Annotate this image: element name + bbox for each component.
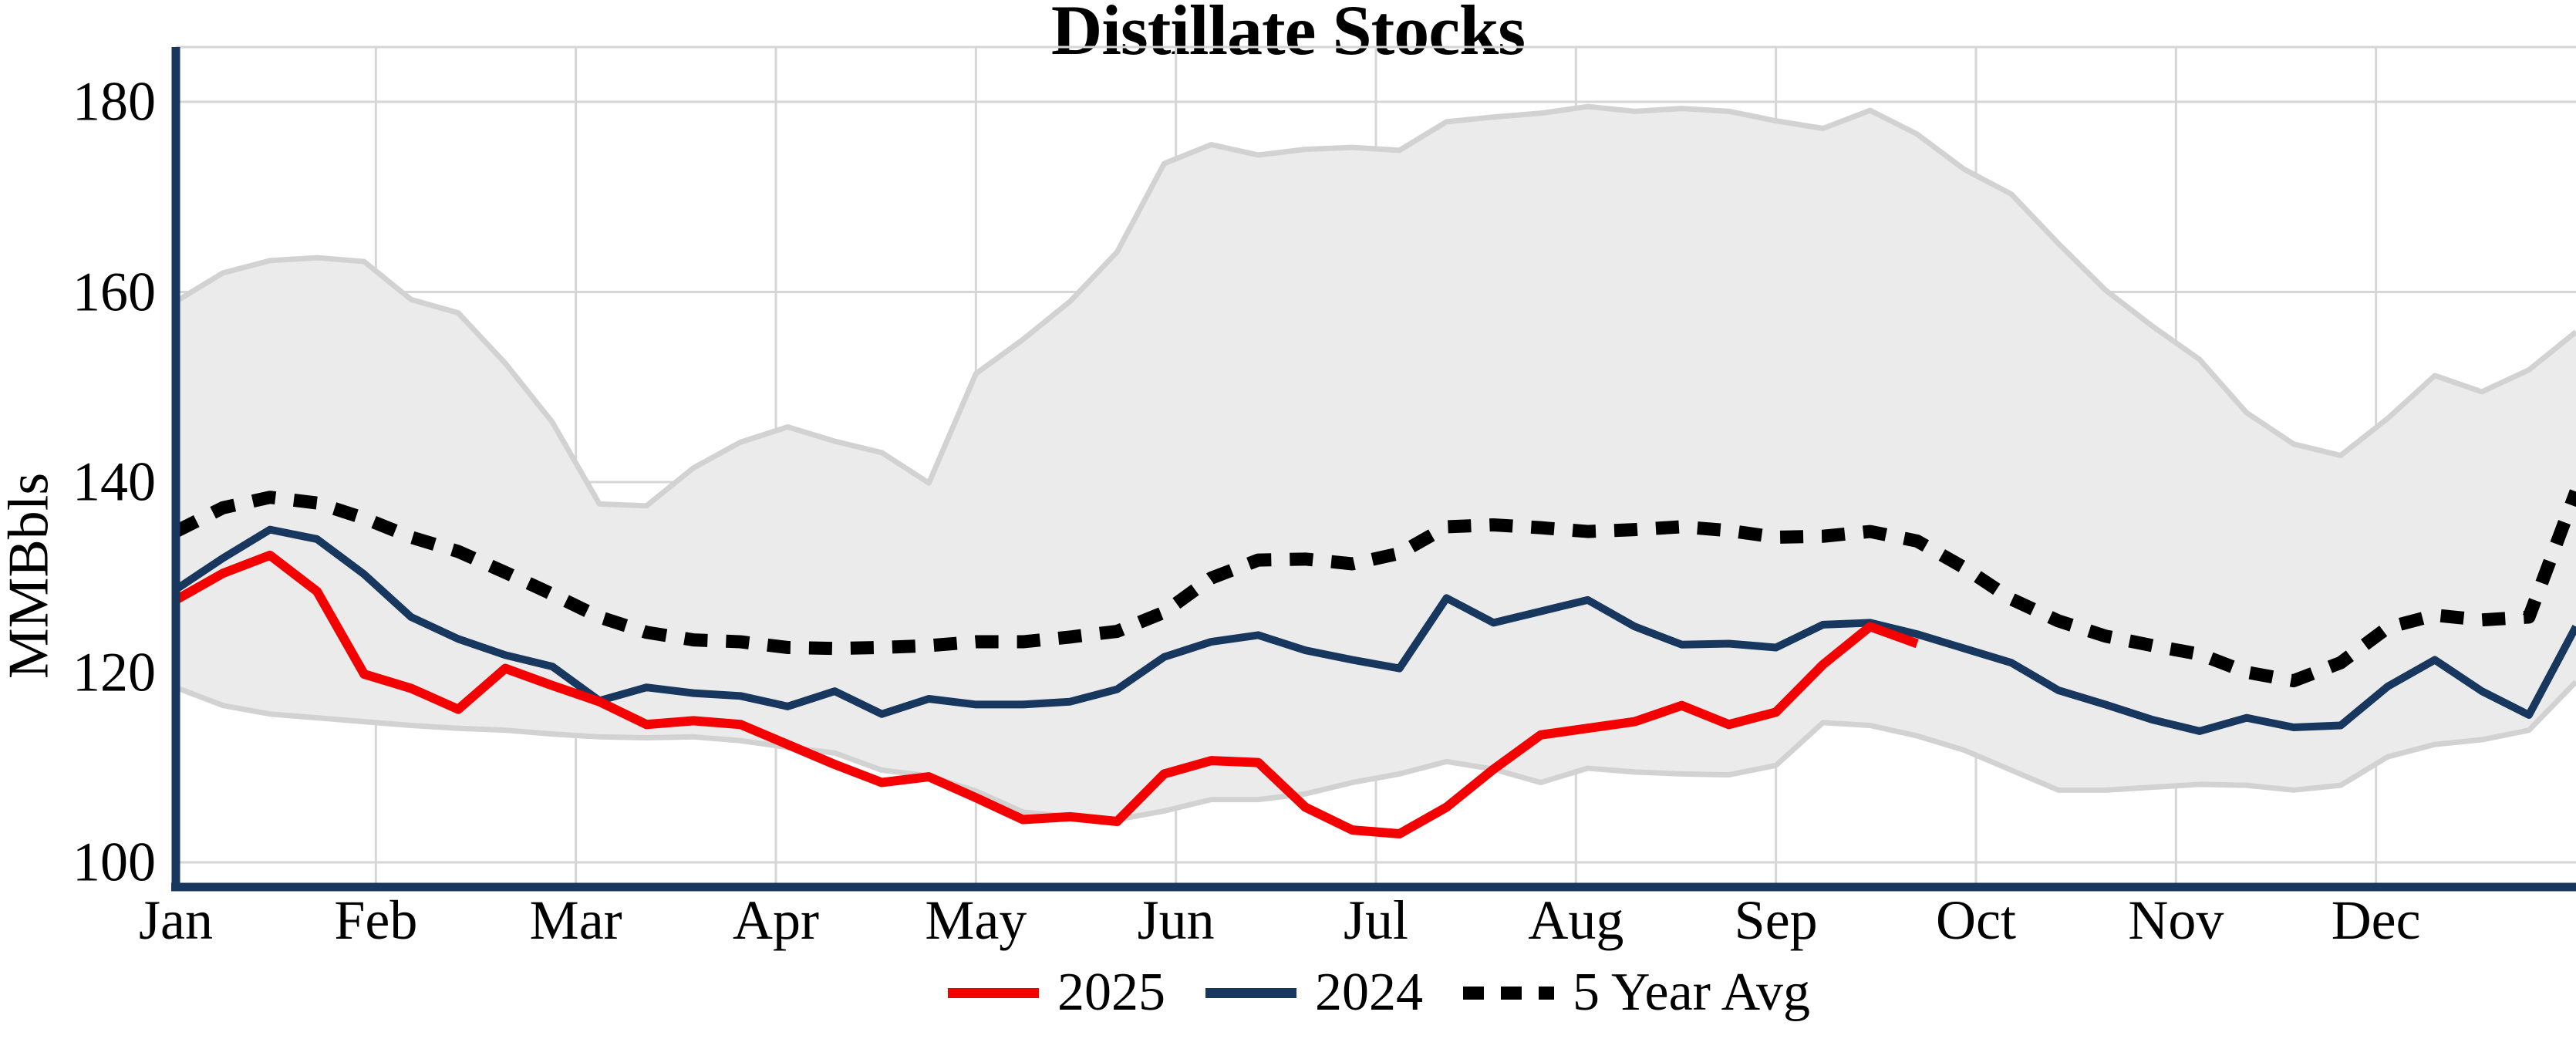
legend-item-2025: 2025 — [948, 966, 1165, 1020]
x-tick-label: Apr — [733, 889, 819, 951]
y-tick-label: 120 — [72, 641, 156, 703]
legend-label-2025: 2025 — [1057, 963, 1166, 1022]
x-tick-label: Nov — [2128, 889, 2224, 951]
x-tick-label: May — [925, 889, 1027, 951]
x-tick-label: Jun — [1137, 889, 1215, 951]
y-tick-label: 100 — [72, 831, 156, 893]
chart-title: Distillate Stocks — [1050, 0, 1526, 69]
five-year-range-band — [176, 106, 2576, 820]
series-2024-line — [174, 525, 2576, 735]
y-tick-label: 140 — [72, 450, 156, 513]
legend-swatch-2024-line-icon — [1205, 987, 1297, 998]
x-tick-label: Mar — [529, 889, 622, 951]
band-lower-edge — [174, 680, 2576, 823]
y-tick-label: 180 — [72, 70, 156, 133]
x-tick-label: Feb — [334, 889, 418, 951]
x-tick-label: Sep — [1734, 889, 1818, 951]
x-tick-label: Jul — [1343, 889, 1409, 951]
band-upper-edge — [174, 103, 2576, 509]
legend: 2025 2024 5 Year Avg — [0, 966, 2576, 1020]
legend-label-2024: 2024 — [1315, 963, 1424, 1022]
x-tick-label: Jan — [139, 889, 213, 951]
x-tick-label: Aug — [1528, 889, 1624, 951]
x-tick-label: Oct — [1936, 889, 2016, 951]
legend-item-2024: 2024 — [1205, 966, 1423, 1020]
x-tick-label: Dec — [2331, 889, 2421, 951]
legend-swatch-5yr-avg-dotted-line-icon — [1463, 986, 1555, 1000]
legend-swatch-2025-line-icon — [948, 987, 1040, 998]
y-tick-label: 160 — [72, 261, 156, 322]
legend-label-5yr-avg: 5 Year Avg — [1573, 963, 1810, 1022]
series-2025-line — [174, 550, 1919, 839]
legend-item-5yr-avg: 5 Year Avg — [1463, 966, 1810, 1020]
series-5yr-avg-line — [173, 489, 2576, 688]
